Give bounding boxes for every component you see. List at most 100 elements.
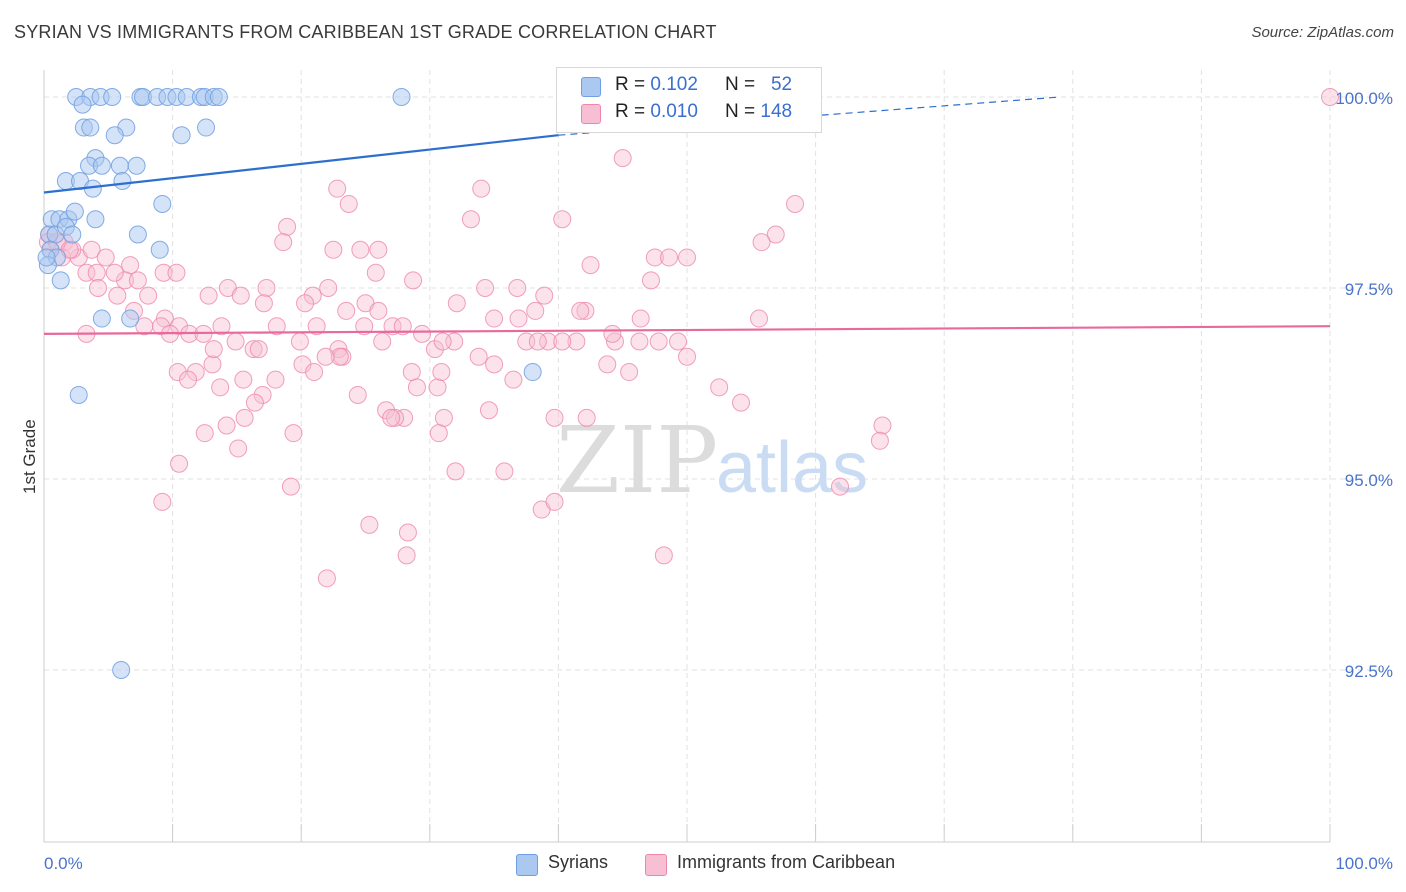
point-caribbean-34 [641,271,660,290]
point-syrians-3 [103,88,122,106]
point-caribbean-35 [89,279,108,297]
points-syrians [37,88,542,679]
point-caribbean-115 [153,492,172,511]
trend-lines [43,96,1331,335]
legend-r-label: R = [615,74,651,95]
point-caribbean-151 [432,363,451,382]
point-caribbean-63 [393,317,412,336]
point-caribbean-30 [154,263,173,282]
point-caribbean-97 [235,408,254,427]
x-tick-label-min: 0.0% [44,854,83,873]
point-caribbean-92 [253,385,272,404]
point-caribbean-85 [428,378,447,397]
point-caribbean-50 [576,301,595,320]
point-caribbean-90 [211,378,230,397]
point-caribbean-133 [433,332,452,351]
point-caribbean-152 [620,363,639,382]
point-caribbean-104 [195,424,214,443]
legend-swatch-syrians [516,854,538,876]
trend-line-caribbean [43,325,1331,335]
point-caribbean-110 [170,454,189,473]
legend-r-label: R = [615,101,651,122]
point-caribbean-25 [678,248,696,267]
point-syrians-25 [110,156,129,175]
point-caribbean-58 [383,317,402,336]
point-caribbean-147 [204,340,223,359]
point-caribbean-55 [212,317,231,336]
point-syrians-49 [69,385,88,404]
source-credit: Source: ZipAtlas.com [1251,24,1394,41]
point-caribbean-43 [447,294,466,313]
point-caribbean-59 [485,309,504,328]
point-caribbean-40 [303,286,322,305]
point-caribbean-39 [257,279,276,297]
point-syrians-13 [209,88,228,106]
point-caribbean-150 [504,370,523,389]
legend-n-label: N = [725,101,761,122]
point-caribbean-24 [659,248,678,267]
point-caribbean-105 [229,439,248,458]
point-caribbean-130 [231,286,250,305]
point-caribbean-82 [305,363,324,382]
point-caribbean-101 [479,401,498,420]
point-caribbean-60 [509,309,528,328]
point-caribbean-91 [266,370,285,389]
point-caribbean-79 [203,355,222,374]
point-caribbean-28 [87,263,106,282]
point-caribbean-112 [495,462,514,481]
point-syrians-48 [121,309,140,328]
point-caribbean-68 [425,340,444,359]
point-caribbean-119 [398,523,417,542]
point-caribbean-156 [407,378,426,397]
point-caribbean-11 [278,217,297,236]
point-syrians-44 [150,240,169,259]
point-caribbean-120 [397,546,416,565]
legend-label-caribbean: Immigrants from Caribbean [677,852,896,872]
x-tick-label-max: 100.0% [1335,854,1393,873]
point-caribbean-128 [167,263,186,282]
axes [43,70,1331,843]
point-caribbean-118 [360,515,379,534]
point-caribbean-87 [598,355,617,374]
point-syrians-41 [128,225,147,244]
point-caribbean-143 [382,408,401,427]
y-axis-label: 1st Grade [20,419,39,494]
point-caribbean-29 [121,256,140,275]
point-caribbean-102 [545,408,564,427]
point-caribbean-148 [413,324,432,343]
points-caribbean [38,88,1339,588]
point-caribbean-131 [296,294,315,313]
point-caribbean-155 [217,416,236,435]
point-caribbean-158 [571,301,590,320]
y-tick-label-1: 95.0% [1345,471,1393,490]
chart-title: SYRIAN VS IMMIGRANTS FROM CARIBBEAN 1ST … [14,22,717,42]
point-caribbean-62 [750,309,769,328]
point-caribbean-5 [339,194,358,213]
point-caribbean-71 [539,332,558,351]
point-syrians-26 [127,156,146,175]
point-caribbean-149 [249,340,268,359]
point-syrians-20 [105,126,124,145]
point-caribbean-113 [831,477,850,496]
point-syrians-50 [523,363,542,382]
point-syrians-40 [63,225,82,244]
point-syrians-51 [112,661,131,679]
point-caribbean-121 [654,546,673,565]
point-syrians-34 [65,202,84,221]
point-caribbean-0 [1321,88,1339,106]
point-caribbean-107 [429,424,448,443]
point-caribbean-140 [290,332,309,351]
legend-row-caribbean: R = 0.010 N = 148 [557,101,821,127]
point-caribbean-26 [581,256,600,275]
point-caribbean-6 [786,194,805,213]
point-caribbean-74 [630,332,649,351]
point-caribbean-49 [526,301,545,320]
point-caribbean-20 [324,240,343,259]
point-caribbean-61 [631,309,650,328]
point-caribbean-142 [528,332,547,351]
point-caribbean-111 [446,462,465,481]
x-tick-labels: 0.0% 100.0% [44,854,1393,873]
point-syrians-17 [81,118,100,137]
point-caribbean-21 [369,240,388,259]
